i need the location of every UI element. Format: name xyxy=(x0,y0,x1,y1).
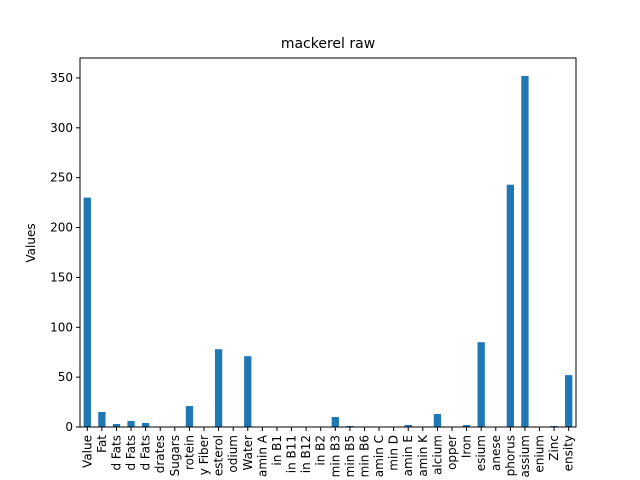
x-tick-label: in B12 xyxy=(299,435,313,473)
bar-9 xyxy=(214,349,223,427)
y-tick-label: 150 xyxy=(50,270,73,284)
y-tick-label: 300 xyxy=(50,121,73,135)
x-tick-label: Fat xyxy=(95,435,109,453)
bar-7 xyxy=(185,406,194,427)
x-tick-label: phorus xyxy=(503,435,517,476)
x-tick-label: d Fats xyxy=(109,435,123,471)
x-tick-label: min B5 xyxy=(343,435,357,477)
bar-29 xyxy=(506,184,514,427)
x-tick-label: min B6 xyxy=(357,435,371,477)
plot-frame xyxy=(79,57,577,428)
x-tick-label: assium xyxy=(518,435,532,478)
y-tick-label: 0 xyxy=(65,420,73,434)
bar-33 xyxy=(565,375,573,427)
x-tick-label: amin K xyxy=(416,434,430,477)
x-tick-label: amin A xyxy=(255,434,269,477)
x-tick-label: Sugars xyxy=(168,435,182,476)
bar-1 xyxy=(98,412,106,427)
x-tick-label: in B1 xyxy=(270,435,284,466)
bar-17 xyxy=(331,417,339,427)
y-tick-label: 100 xyxy=(50,320,73,334)
chart-title: mackerel raw xyxy=(281,36,375,52)
bar-0 xyxy=(83,197,91,427)
x-tick-label: Value xyxy=(80,435,94,468)
x-tick-label: esium xyxy=(474,435,488,471)
x-tick-label: rotein xyxy=(182,435,196,470)
x-tick-label: esterol xyxy=(212,435,226,476)
x-tick-label: d Fats xyxy=(124,435,138,471)
x-tick-label: min B3 xyxy=(328,435,342,477)
y-axis-label: Values xyxy=(24,223,38,262)
x-tick-label: Water xyxy=(241,435,255,471)
x-tick-label: amin E xyxy=(401,435,415,476)
bar-2 xyxy=(112,424,121,427)
x-tick-label: in B11 xyxy=(285,435,299,473)
x-tick-label: opper xyxy=(445,435,459,470)
x-tick-label: min D xyxy=(387,435,401,471)
x-tick-label: Iron xyxy=(460,435,474,458)
bar-27 xyxy=(477,342,485,427)
x-tick-label: anese xyxy=(489,435,503,471)
bar-3 xyxy=(127,421,135,427)
bar-30 xyxy=(521,75,529,427)
bar-4 xyxy=(142,423,150,427)
x-tick-label: enium xyxy=(533,435,547,473)
x-tick-label: odium xyxy=(226,435,240,473)
x-tick-label: Zinc xyxy=(547,435,561,461)
x-tick-label: amin C xyxy=(372,435,386,477)
x-tick-label: in B2 xyxy=(314,435,328,466)
y-tick-label: 350 xyxy=(50,71,73,85)
bar-22 xyxy=(404,425,412,427)
x-tick-label: drates xyxy=(153,435,167,473)
x-tick-label: alcium xyxy=(430,435,444,475)
bar-11 xyxy=(244,356,252,427)
bar-26 xyxy=(462,425,471,427)
y-tick-label: 50 xyxy=(58,370,73,384)
y-tick-label: 250 xyxy=(50,171,73,185)
bar-24 xyxy=(433,414,442,427)
y-tick-label: 200 xyxy=(50,221,73,235)
x-tick-label: ensity xyxy=(562,435,576,471)
bars-group xyxy=(83,75,573,427)
x-axis: Value Fat d Fats d Fats d Fats drates Sugars ro… xyxy=(80,427,576,478)
x-tick-label: y Fiber xyxy=(197,435,211,475)
y-axis: 0 50 100 150 200 250 300 350 xyxy=(50,71,80,434)
x-tick-label: d Fats xyxy=(139,435,153,471)
